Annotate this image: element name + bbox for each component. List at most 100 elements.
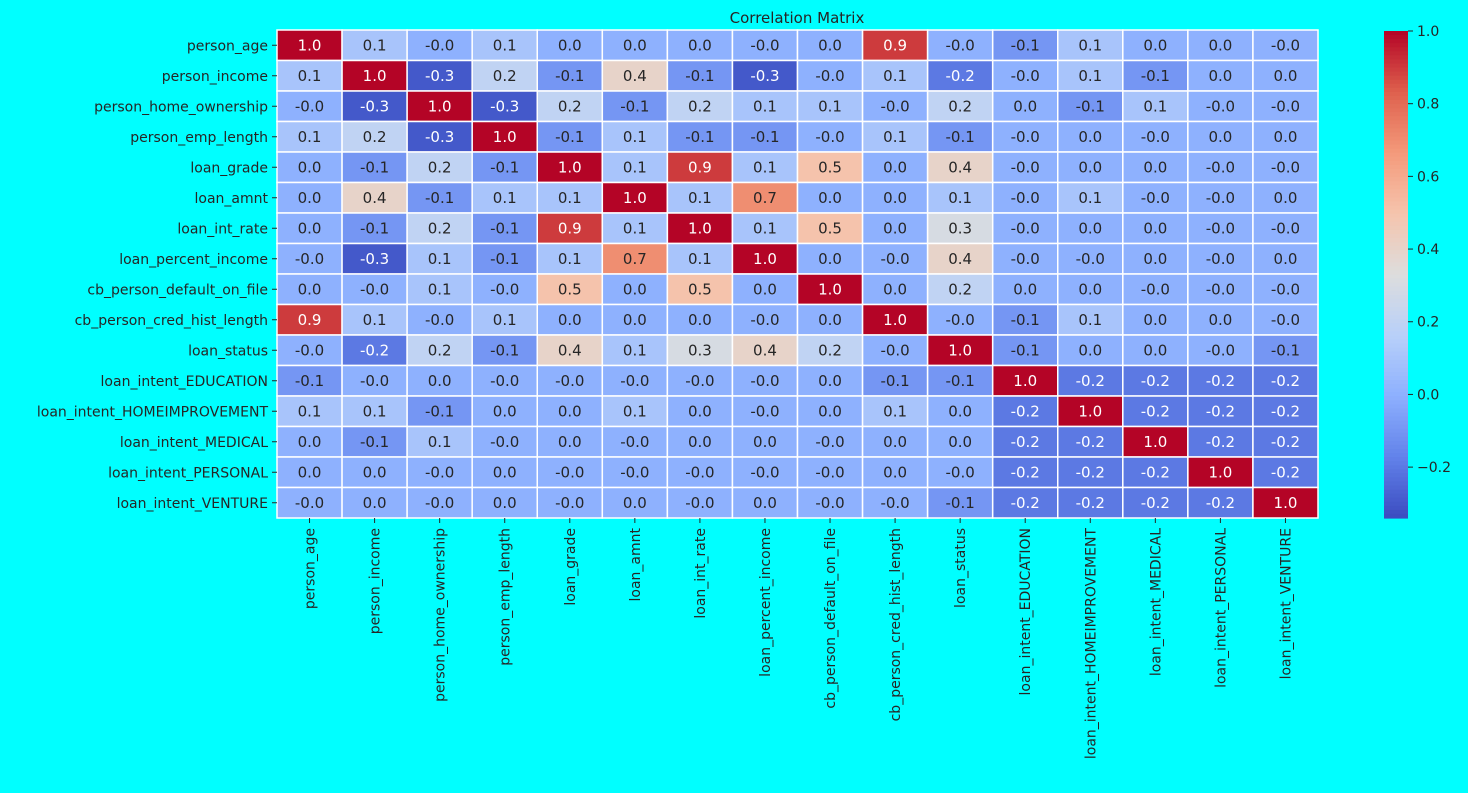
colorbar-segment xyxy=(1384,221,1408,227)
column-tick-label: loan_amnt xyxy=(628,528,644,602)
heatmap-cell xyxy=(1122,59,1189,92)
cell-value-label: 1.0 xyxy=(558,158,582,176)
heatmap-cell xyxy=(406,212,473,245)
cell-value-label: 0.1 xyxy=(298,402,322,420)
cell-value-label: -0.1 xyxy=(1011,311,1040,329)
cell-value-label: 0.1 xyxy=(883,402,907,420)
heatmap-cell xyxy=(471,212,538,245)
cell-value-label: 0.1 xyxy=(363,402,387,420)
cell-value-label: -0.0 xyxy=(880,341,909,359)
cell-value-label: -0.0 xyxy=(620,463,649,481)
heatmap-cell xyxy=(471,425,538,458)
cell-value-label: 1.0 xyxy=(363,67,387,85)
cell-value-label: -0.1 xyxy=(946,128,975,146)
cell-value-label: 1.0 xyxy=(1143,433,1167,451)
cell-value-label: 0.0 xyxy=(1143,341,1167,359)
cell-value-label: -0.1 xyxy=(490,341,519,359)
cell-value-label: 0.2 xyxy=(948,97,972,115)
cell-value-label: 0.0 xyxy=(948,433,972,451)
heatmap-cell xyxy=(406,59,473,92)
heatmap-cell xyxy=(926,486,994,519)
heatmap-cell xyxy=(1252,59,1319,92)
colorbar-segment xyxy=(1384,513,1408,519)
colorbar-segment xyxy=(1384,424,1408,430)
cell-value-label: 1.0 xyxy=(298,36,322,54)
colorbar-segment xyxy=(1384,355,1408,361)
cell-value-label: 0.1 xyxy=(818,97,842,115)
colorbar-segment xyxy=(1384,173,1408,178)
cell-value-label: 1.0 xyxy=(623,189,647,207)
cell-value-label: 0.1 xyxy=(363,311,387,329)
cell-value-label: 0.0 xyxy=(1143,311,1167,329)
colorbar-tick-label: 0.0 xyxy=(1417,387,1439,403)
cell-value-label: 0.1 xyxy=(363,36,387,54)
heatmap-cell xyxy=(1252,120,1319,153)
cell-value-label: 0.0 xyxy=(883,219,907,237)
row-tick-label: cb_person_cred_hist_length xyxy=(75,313,268,329)
colorbar-segment xyxy=(1384,396,1408,401)
column-tick-label: loan_grade xyxy=(563,528,579,606)
cell-value-label: -0.0 xyxy=(1011,158,1040,176)
cell-value-label: -0.1 xyxy=(1011,36,1040,54)
heatmap-cell xyxy=(926,120,994,153)
cell-value-label: -0.1 xyxy=(620,97,649,115)
cell-value-label: 0.1 xyxy=(623,158,647,176)
colorbar-segment xyxy=(1384,242,1408,247)
cell-value-label: 0.0 xyxy=(1208,128,1232,146)
colorbar-segment xyxy=(1384,95,1408,101)
colorbar-segment xyxy=(1384,108,1408,113)
colorbar-segment xyxy=(1384,375,1408,381)
cell-value-label: 0.0 xyxy=(818,311,842,329)
cell-value-label: -0.0 xyxy=(1011,128,1040,146)
cell-value-label: 1.0 xyxy=(1208,463,1232,481)
column-labels: person_age person_income person_home_owner… xyxy=(303,518,1294,759)
cell-value-label: -0.0 xyxy=(750,463,779,481)
colorbar-segment xyxy=(1384,79,1408,85)
colorbar-segment xyxy=(1384,428,1408,434)
heatmap-cell xyxy=(536,181,604,214)
heatmap-cell xyxy=(1252,29,1319,62)
cell-value-label: 0.0 xyxy=(883,280,907,298)
cell-value-label: -0.1 xyxy=(1011,341,1040,359)
heatmap-cell xyxy=(1187,303,1254,336)
cell-value-label: -0.0 xyxy=(1076,250,1105,268)
heatmap-cell xyxy=(796,456,864,489)
cell-value-label: -0.0 xyxy=(880,250,909,268)
colorbar-segment xyxy=(1384,209,1408,215)
column-tick-label: loan_intent_MEDICAL xyxy=(1148,528,1164,676)
cell-value-label: 0.1 xyxy=(1078,311,1102,329)
cell-value-label: 0.0 xyxy=(1078,158,1102,176)
column-tick-label: loan_status xyxy=(953,528,969,608)
heatmap-cell xyxy=(666,364,734,397)
cell-value-label: -0.2 xyxy=(1011,494,1040,512)
cell-value-label: -0.2 xyxy=(946,67,975,85)
cell-value-label: -0.0 xyxy=(555,372,584,390)
colorbar-segment xyxy=(1384,290,1408,296)
colorbar-segment xyxy=(1384,55,1408,61)
colorbar-segment xyxy=(1384,185,1408,190)
cell-value-label: -0.3 xyxy=(750,67,779,85)
cell-value-label: 0.0 xyxy=(623,311,647,329)
colorbar-segment xyxy=(1384,266,1408,272)
cell-value-label: 0.0 xyxy=(493,463,517,481)
heatmap-cell xyxy=(991,395,1059,428)
heatmap-cell xyxy=(406,486,473,519)
colorbar-segment xyxy=(1384,128,1408,134)
colorbar-segment xyxy=(1384,505,1408,511)
cell-value-label: -0.0 xyxy=(555,494,584,512)
cell-value-label: 0.4 xyxy=(948,158,972,176)
heatmap-cell xyxy=(1122,456,1189,489)
cell-value-label: 0.0 xyxy=(883,433,907,451)
colorbar-segment xyxy=(1384,225,1408,231)
colorbar-segment xyxy=(1384,193,1408,198)
cell-value-label: 0.0 xyxy=(1274,128,1298,146)
cell-value-label: 1.0 xyxy=(753,250,777,268)
colorbar-segment xyxy=(1384,71,1408,77)
colorbar-segment xyxy=(1384,205,1408,211)
cell-value-label: 0.2 xyxy=(558,97,582,115)
cell-value-label: 0.1 xyxy=(493,311,517,329)
cell-value-label: 0.2 xyxy=(428,341,452,359)
heatmap-cell xyxy=(666,425,734,458)
cell-value-label: -0.1 xyxy=(490,158,519,176)
